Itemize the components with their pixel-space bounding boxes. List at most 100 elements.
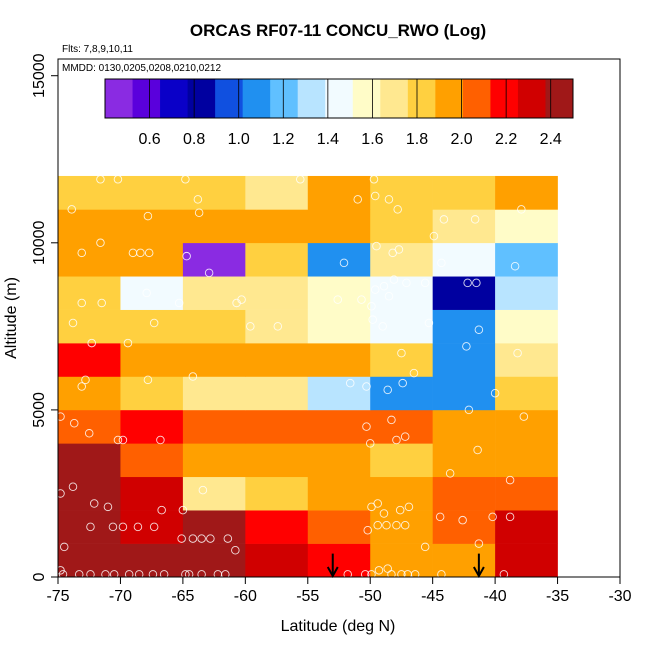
x-tick-label: -75: [46, 588, 69, 605]
x-tick-label: -30: [608, 588, 631, 605]
data-point: [473, 445, 482, 455]
data-point: [367, 570, 376, 579]
data-point: [113, 435, 123, 445]
data-point: [81, 375, 90, 385]
heatmap-cell: [495, 276, 558, 310]
heatmap-cell: [58, 343, 121, 377]
heatmap-cell: [307, 309, 371, 344]
data-point: [184, 570, 194, 579]
data-point: [517, 205, 526, 214]
data-point: [392, 520, 401, 530]
data-point: [490, 388, 500, 398]
data-point: [437, 258, 446, 268]
data-point: [221, 570, 230, 579]
heatmap-cell: [245, 543, 309, 578]
heatmap-cell: [370, 276, 433, 310]
heatmap-cell: [495, 376, 558, 411]
colorbar-swatch: [435, 79, 464, 118]
colorbar: 0.6 0.8 1.0 1.2 1.4 1.6 1.8 2.0 2.2 2.4: [104, 78, 574, 148]
data-point: [339, 258, 349, 268]
data-point: [379, 509, 389, 518]
data-point: [197, 570, 206, 579]
colorbar-swatch: [407, 79, 436, 118]
data-point: [363, 525, 372, 535]
heatmap-cell: [120, 276, 184, 310]
data-point: [86, 522, 95, 532]
y-tick-label: 5000: [31, 392, 48, 428]
heatmap-cell: [432, 175, 496, 210]
data-point: [420, 542, 430, 552]
data-point: [68, 482, 78, 492]
data-point: [204, 268, 214, 278]
heatmap-cell: [58, 476, 121, 511]
data-point: [77, 298, 86, 308]
data-point: [143, 211, 153, 221]
data-point: [463, 278, 472, 288]
data-point: [384, 292, 394, 301]
data-point: [113, 175, 123, 184]
x-tick-label: -65: [171, 588, 194, 605]
data-point: [67, 205, 76, 214]
data-point: [69, 419, 79, 428]
data-point: [156, 435, 165, 445]
data-point: [118, 522, 128, 532]
heatmap-cell: [120, 476, 184, 511]
data-point: [474, 539, 484, 548]
data-point: [505, 475, 515, 485]
data-point: [136, 248, 145, 258]
heatmap-cell: [58, 242, 121, 277]
heatmap-cell: [245, 309, 309, 344]
data-point: [273, 322, 283, 331]
heatmap-cell: [495, 242, 558, 277]
heatmap-cell: [182, 543, 246, 578]
x-axis-label: Latitude (deg N): [281, 618, 396, 635]
data-point: [133, 522, 143, 532]
data-point: [373, 499, 382, 508]
data-point: [362, 382, 371, 391]
heatmap-cell: [370, 476, 433, 511]
heatmap-cell: [245, 510, 309, 544]
heatmap-cell: [432, 242, 496, 277]
heatmap-cell: [432, 510, 496, 544]
heatmap-cell: [245, 209, 309, 244]
plot-area-border: [57, 58, 621, 578]
data-point: [77, 248, 86, 258]
data-point: [395, 505, 405, 515]
data-point: [488, 512, 497, 522]
data-point: [382, 520, 391, 530]
data-point: [89, 499, 99, 508]
data-point: [370, 191, 380, 201]
data-point: [77, 382, 86, 391]
data-point: [178, 505, 188, 515]
observation-points: [56, 175, 529, 579]
data-point: [462, 342, 471, 351]
colorbar-swatch: [517, 79, 546, 118]
data-point: [410, 570, 420, 579]
colorbar-tick-label: 1.8: [406, 131, 428, 148]
data-point: [74, 570, 84, 579]
heatmap-cell: [495, 209, 558, 244]
data-point: [206, 534, 215, 543]
heatmap-cell: [245, 242, 309, 277]
data-point: [58, 570, 68, 579]
data-point: [357, 295, 366, 304]
data-point: [108, 522, 118, 532]
data-point: [384, 195, 394, 204]
data-point: [435, 512, 445, 522]
data-point: [96, 238, 105, 248]
heatmap-cell: [495, 409, 558, 444]
data-point: [177, 534, 186, 543]
data-point: [124, 570, 134, 579]
data-point: [87, 338, 96, 348]
heatmap-cell: [370, 309, 433, 344]
colorbar-swatch: [242, 79, 271, 118]
data-point: [365, 439, 375, 448]
colorbar-swatch: [352, 79, 381, 118]
data-point: [194, 208, 204, 217]
data-point: [159, 570, 169, 579]
colorbar-tick-label: 0.8: [183, 131, 205, 148]
data-point: [360, 570, 370, 579]
data-point: [474, 325, 484, 334]
colorbar-swatch: [297, 79, 326, 118]
heatmap-cell: [307, 242, 371, 277]
